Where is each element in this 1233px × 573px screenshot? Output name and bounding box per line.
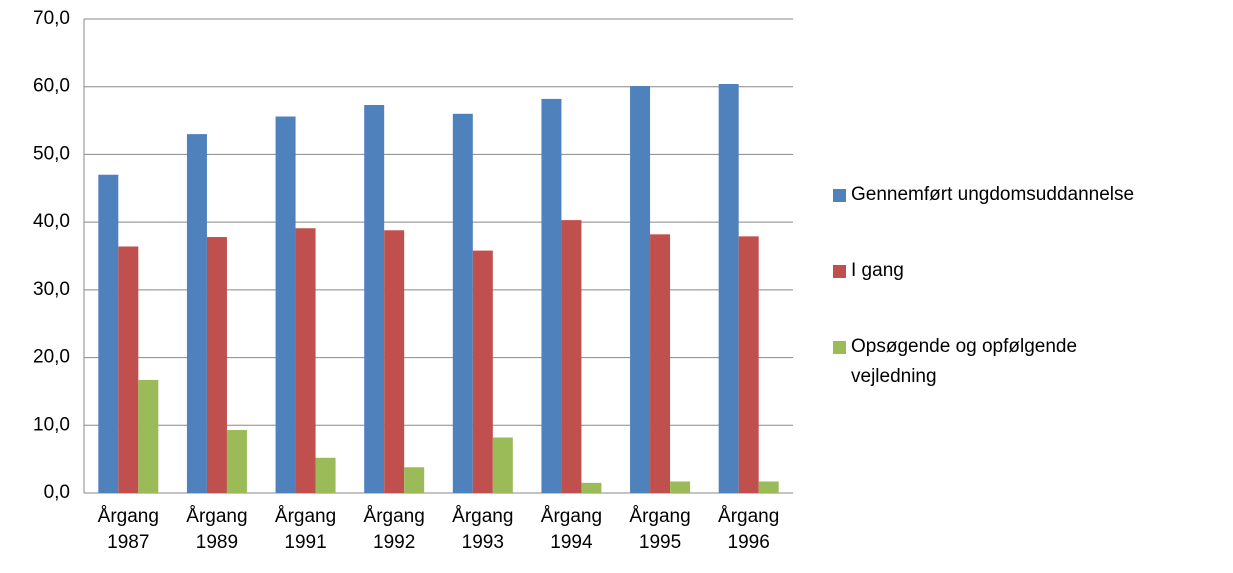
x-tick-line: 1987 xyxy=(107,532,149,553)
bar xyxy=(758,481,779,493)
x-tick-label: Årgang 1991 xyxy=(275,506,336,553)
y-tick-label: 10,0 xyxy=(33,414,70,435)
x-tick-line: 1991 xyxy=(284,532,326,553)
y-tick-label: 50,0 xyxy=(33,143,70,164)
legend-swatch xyxy=(833,341,846,354)
legend-label: Opsøgende og opfølgende vejledning xyxy=(851,336,1078,387)
y-tick-label: 60,0 xyxy=(33,76,70,97)
legend: Gennemført ungdomsuddannelse I gang Opsøge… xyxy=(833,180,1233,438)
bar xyxy=(561,220,582,493)
bar xyxy=(581,482,602,493)
y-tick-label: 30,0 xyxy=(33,279,70,300)
x-tick-line: 1996 xyxy=(728,532,770,553)
y-tick-label: 70,0 xyxy=(33,8,70,29)
x-tick-line: Årgang xyxy=(186,506,247,527)
bar xyxy=(98,174,119,493)
x-tick-line: 1993 xyxy=(462,532,504,553)
bar xyxy=(630,86,651,493)
bar xyxy=(226,430,247,493)
bar xyxy=(384,230,405,494)
x-tick-line: Årgang xyxy=(718,506,779,527)
x-tick-label: Årgang 1993 xyxy=(452,506,513,553)
x-tick-label: Årgang 1994 xyxy=(541,506,602,553)
x-tick-line: 1989 xyxy=(196,532,238,553)
x-tick-line: 1992 xyxy=(373,532,415,553)
bar xyxy=(541,98,562,493)
bar xyxy=(118,246,139,493)
x-tick-label: Årgang 1992 xyxy=(364,506,425,553)
bar xyxy=(138,379,159,493)
x-tick-label: Årgang 1996 xyxy=(718,506,779,553)
x-tick-line: Årgang xyxy=(364,506,425,527)
x-tick-label: Årgang 1989 xyxy=(186,506,247,553)
y-tick-label: 0,0 xyxy=(44,482,70,503)
y-tick-label: 40,0 xyxy=(33,211,70,232)
legend-swatch xyxy=(833,265,846,278)
legend-swatch xyxy=(833,189,846,202)
bar xyxy=(404,467,425,493)
legend-label: I gang xyxy=(851,260,904,281)
x-tick-line: 1994 xyxy=(550,532,593,553)
bar xyxy=(492,437,513,493)
y-tick-label: 20,0 xyxy=(33,347,70,368)
legend-item: Opsøgende og opfølgende vejledning xyxy=(833,332,1233,392)
legend-item: I gang xyxy=(833,256,1233,286)
bar xyxy=(670,481,691,493)
x-tick-line: 1995 xyxy=(639,532,681,553)
bar xyxy=(452,113,473,494)
x-tick-label: Årgang 1995 xyxy=(629,506,690,553)
x-tick-label: Årgang 1987 xyxy=(98,506,159,553)
bar xyxy=(186,134,207,493)
bar xyxy=(295,228,316,494)
legend-item: Gennemført ungdomsuddannelse xyxy=(833,180,1233,210)
x-tick-line: Årgang xyxy=(629,506,690,527)
x-tick-line: Årgang xyxy=(98,506,159,527)
bar xyxy=(275,116,296,493)
bar xyxy=(650,234,671,493)
bar xyxy=(718,84,739,494)
bar xyxy=(738,236,759,493)
x-tick-line: Årgang xyxy=(275,506,336,527)
bar xyxy=(315,457,336,493)
legend-label: Gennemført ungdomsuddannelse xyxy=(851,184,1135,205)
x-tick-line: Årgang xyxy=(452,506,513,527)
x-tick-line: Årgang xyxy=(541,506,602,527)
bar xyxy=(206,237,227,493)
bar xyxy=(364,104,385,494)
bar xyxy=(472,250,493,493)
